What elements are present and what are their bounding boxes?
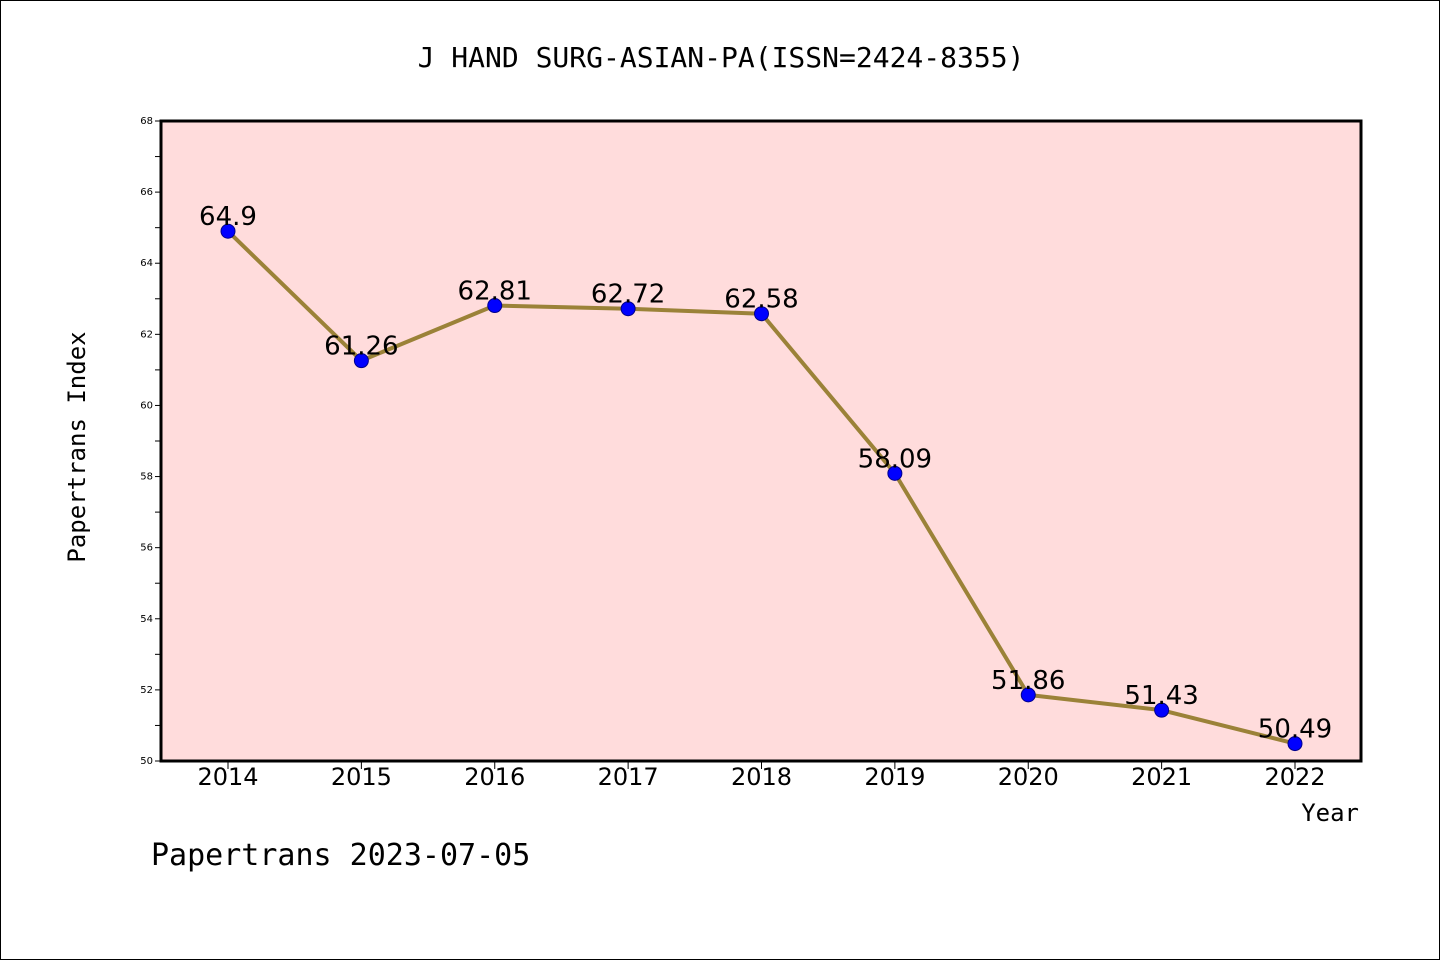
data-point xyxy=(620,301,636,317)
data-point xyxy=(1154,702,1170,718)
y-tick-label: 68 xyxy=(140,116,153,127)
data-labels: 64.9 61.26 62.81 62.72 62.58 58.09 51.86 51.43 5… xyxy=(199,202,1332,744)
y-tick-label: 60 xyxy=(140,400,153,411)
y-tick-label: 54 xyxy=(140,614,153,625)
data-label: 64.9 xyxy=(199,202,257,232)
data-point xyxy=(754,306,769,322)
data-point xyxy=(1020,687,1036,703)
plot-area xyxy=(159,119,1363,763)
data-label: 62.72 xyxy=(591,280,665,310)
y-tick-label: 50 xyxy=(140,756,153,767)
data-point xyxy=(353,353,369,369)
data-point xyxy=(487,298,503,314)
data-point xyxy=(887,465,903,481)
x-tick-label: 2017 xyxy=(598,763,659,791)
data-point xyxy=(220,223,236,239)
x-tick-label: 2021 xyxy=(1131,763,1192,791)
data-point xyxy=(1287,736,1303,752)
x-tick-label: 2019 xyxy=(864,763,925,791)
footer-stamp: Papertrans 2023-07-05 xyxy=(151,838,530,873)
y-tick-label: 62 xyxy=(140,329,153,340)
data-label: 50.49 xyxy=(1258,715,1332,745)
x-tick-label: 2020 xyxy=(998,763,1059,791)
x-tick-label: 2015 xyxy=(331,763,392,791)
y-tick-label: 66 xyxy=(140,187,153,198)
y-tick-label: 64 xyxy=(140,258,153,269)
chart-title: J HAND SURG-ASIAN-PA(ISSN=2424-8355) xyxy=(418,41,1025,74)
data-label: 58.09 xyxy=(858,444,932,474)
y-tick-label: 52 xyxy=(140,685,153,696)
x-tick-label: 2014 xyxy=(197,763,258,791)
data-label: 51.43 xyxy=(1124,681,1198,711)
y-axis-title: Papertrans Index xyxy=(63,331,91,562)
x-axis-title: Year xyxy=(1301,799,1359,827)
data-label: 61.26 xyxy=(324,332,398,362)
x-tick-label: 2022 xyxy=(1264,763,1325,791)
y-axis-ticks: 50 52 54 56 58 60 62 64 66 68 xyxy=(140,116,161,767)
x-axis-ticks: 2014 2015 2016 2017 2018 2019 2020 2021 2022 xyxy=(197,761,1326,791)
data-label: 62.81 xyxy=(458,277,532,307)
y-tick-label: 56 xyxy=(140,543,153,554)
y-tick-label: 58 xyxy=(140,472,153,483)
x-tick-label: 2018 xyxy=(731,763,792,791)
data-label: 51.86 xyxy=(991,666,1065,696)
data-label: 62.58 xyxy=(724,285,798,315)
series-layer xyxy=(220,223,1303,752)
x-tick-label: 2016 xyxy=(464,763,525,791)
